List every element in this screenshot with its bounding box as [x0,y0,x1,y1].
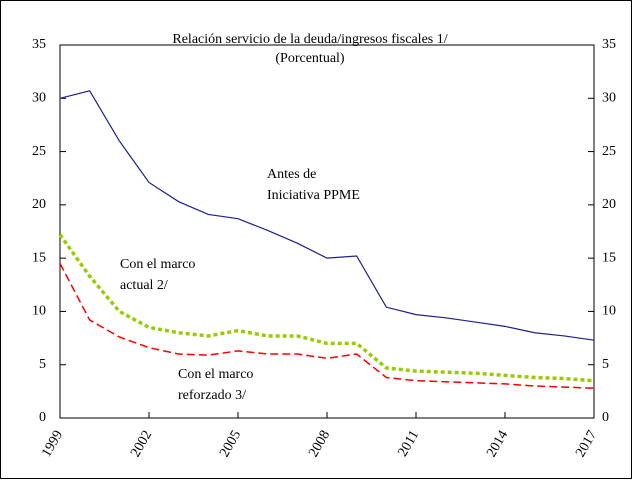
series-label: reforzado 3/ [178,388,246,403]
series-label: Con el marco [178,367,253,382]
series-line [58,233,595,383]
y-tick-label: 15 [32,250,46,265]
series-label: actual 2/ [120,278,168,293]
y2-tick-label: 25 [602,144,616,159]
y-tick-label: 30 [32,91,46,106]
series-label: Antes de [267,167,316,182]
chart-title: Relación servicio de la deuda/ingresos f… [172,32,447,47]
y-tick-label: 25 [32,144,46,159]
y2-tick-label: 0 [602,410,609,425]
series-line [59,263,595,389]
y-tick-label: 35 [32,37,46,52]
y2-tick-label: 15 [602,250,616,265]
y2-tick-label: 10 [602,304,616,319]
y2-tick-label: 20 [602,197,616,212]
series-label: Con el marco [120,257,195,272]
y2-tick-label: 35 [602,37,616,52]
chart-subtitle: (Porcentual) [275,51,345,66]
y2-tick-label: 5 [602,357,609,372]
y2-tick-label: 30 [602,91,616,106]
y-tick-label: 10 [32,304,46,319]
y-tick-label: 0 [39,410,46,425]
series-label: Iniciativa PPME [267,188,360,203]
series-line [59,90,595,341]
y-tick-label: 5 [39,357,46,372]
y-tick-label: 20 [32,197,46,212]
